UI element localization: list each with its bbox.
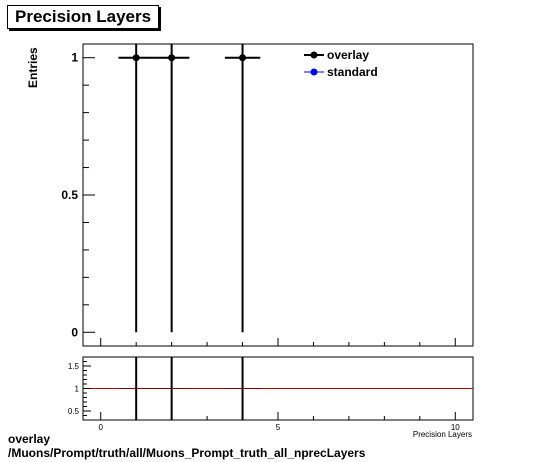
footer-label: overlay <box>8 432 51 446</box>
main-y-ticks: 00.51 <box>61 51 95 339</box>
main-y-tick-label: 0.5 <box>61 188 78 202</box>
main-plot-frame <box>82 43 474 347</box>
legend-standard-marker <box>310 68 318 76</box>
ratio-x-tick-label: 0 <box>99 423 104 432</box>
ratio-x-tick-label: 5 <box>276 423 281 432</box>
overlay-point <box>239 54 247 62</box>
y-axis-label: Entries <box>26 47 40 88</box>
ratio-y-tick-label: 1 <box>75 385 80 394</box>
ratio-plot-frame <box>82 356 474 421</box>
legend: overlay standard <box>304 48 378 79</box>
legend-standard-label: standard <box>327 65 378 79</box>
overlay-point <box>168 54 176 62</box>
legend-overlay-label: overlay <box>327 48 369 62</box>
legend-overlay-marker <box>310 51 318 59</box>
ratio-series <box>118 357 261 420</box>
x-axis-label: Precision Layers <box>413 430 472 439</box>
ratio-x-ticks: 0 5 10 <box>99 412 460 432</box>
plot-title: Precision Layers <box>7 5 160 29</box>
ratio-y-tick-label: 0.5 <box>68 407 80 416</box>
ratio-x-tick-label: 10 <box>451 423 460 432</box>
main-x-ticks <box>100 338 456 346</box>
ratio-y-ticks: 0.5 1 1.5 <box>68 361 91 416</box>
footer-path: /Muons/Prompt/truth/all/Muons_Prompt_tru… <box>8 446 366 460</box>
main-y-tick-label: 0 <box>71 325 78 339</box>
overlay-series <box>118 44 261 333</box>
main-y-tick-label: 1 <box>71 51 78 65</box>
ratio-y-tick-label: 1.5 <box>68 362 80 371</box>
overlay-point <box>132 54 140 62</box>
